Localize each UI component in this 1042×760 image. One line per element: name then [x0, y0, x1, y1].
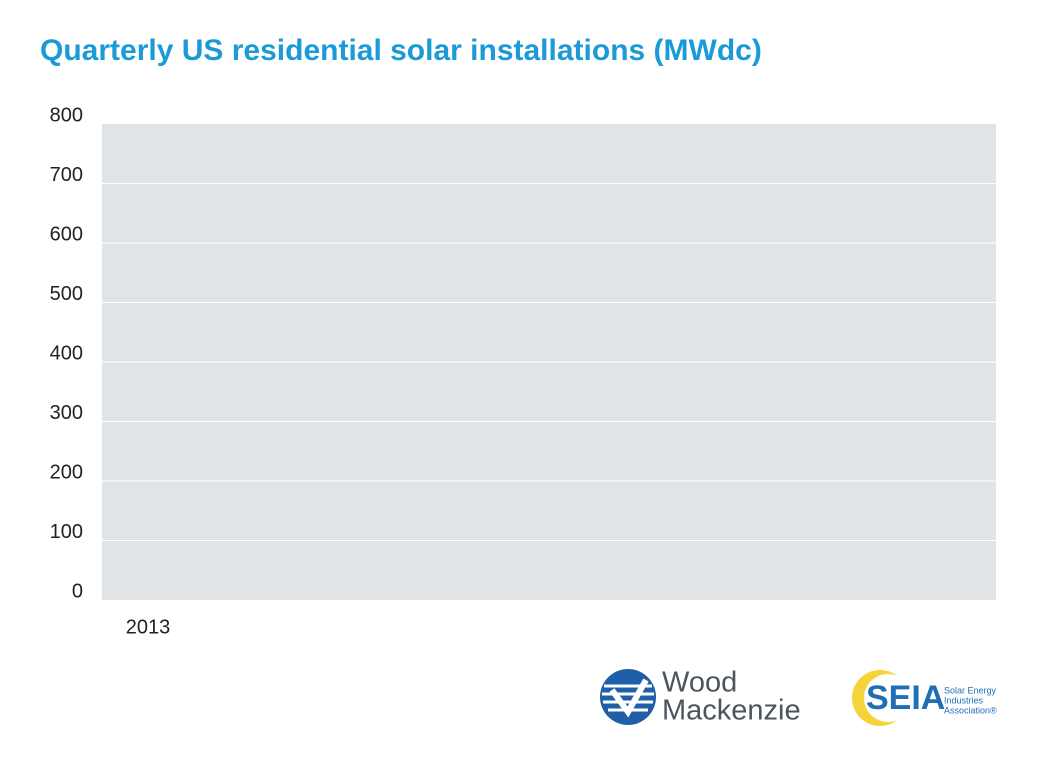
logo-text: Wood — [662, 667, 737, 699]
logo-check — [609, 678, 649, 718]
logo-sun-cut — [864, 674, 912, 722]
y-tick-label: 400 — [50, 342, 83, 364]
logo-tagline: Association® — [944, 705, 997, 715]
logo-tagline: Solar Energy — [944, 685, 997, 695]
chart-title: Quarterly US residential solar installat… — [40, 34, 762, 67]
seia-logo: SEIA Solar Energy Industries Association… — [852, 670, 997, 726]
y-tick-label: 700 — [50, 164, 83, 186]
logo-text: Mackenzie — [662, 695, 801, 727]
y-tick-label: 200 — [50, 461, 83, 483]
y-tick-label: 600 — [50, 223, 83, 245]
logo-text: SEIA — [866, 679, 945, 717]
y-tick-label: 300 — [50, 402, 83, 424]
y-tick-label: 100 — [50, 521, 83, 543]
wood-mackenzie-logo: Wood Mackenzie — [600, 667, 801, 727]
y-tick-label: 800 — [50, 104, 83, 126]
logo-stripes — [602, 684, 654, 712]
y-tick-label: 500 — [50, 283, 83, 305]
x-tick-label: 2013 — [126, 616, 171, 638]
y-tick-label: 0 — [72, 580, 83, 602]
logo-tagline: Industries — [944, 695, 984, 705]
